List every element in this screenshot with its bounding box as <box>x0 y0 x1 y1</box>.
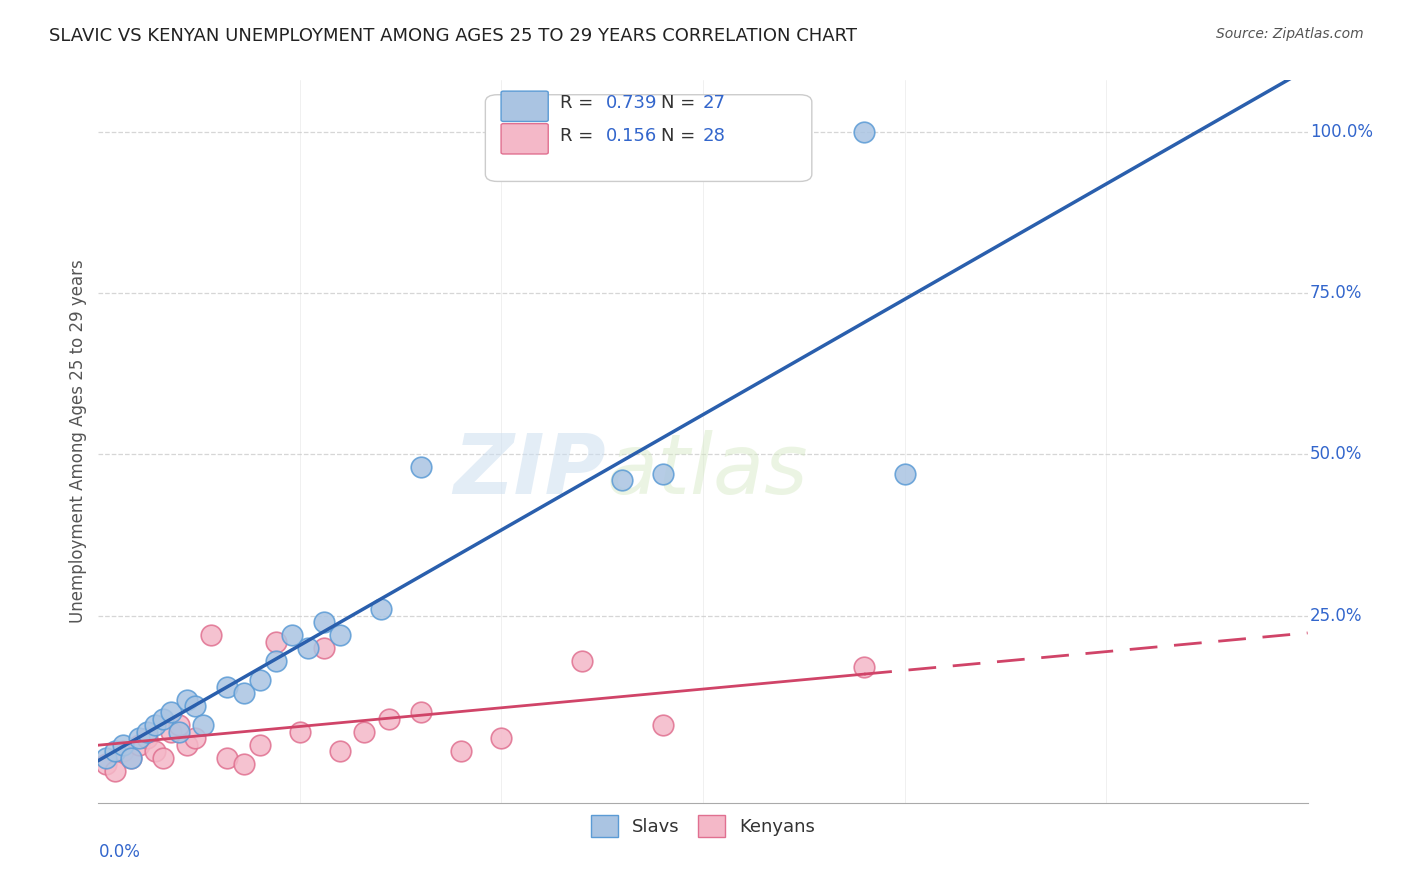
Point <box>329 628 352 642</box>
Point <box>450 744 472 758</box>
Point <box>232 757 254 772</box>
Text: Source: ZipAtlas.com: Source: ZipAtlas.com <box>1216 27 1364 41</box>
Point <box>176 692 198 706</box>
Point <box>353 724 375 739</box>
Point <box>314 640 336 655</box>
Text: SLAVIC VS KENYAN UNEMPLOYMENT AMONG AGES 25 TO 29 YEARS CORRELATION CHART: SLAVIC VS KENYAN UNEMPLOYMENT AMONG AGES… <box>49 27 858 45</box>
Point <box>249 673 271 688</box>
Point <box>128 738 150 752</box>
Text: R =: R = <box>561 95 593 112</box>
Point <box>571 654 593 668</box>
Point <box>167 718 190 732</box>
Point <box>200 628 222 642</box>
Point <box>377 712 399 726</box>
Point <box>853 125 876 139</box>
Point <box>232 686 254 700</box>
Point <box>143 744 166 758</box>
Point <box>135 724 157 739</box>
Point <box>103 764 125 778</box>
Text: atlas: atlas <box>606 430 808 511</box>
Text: 50.0%: 50.0% <box>1310 445 1362 464</box>
Text: 27: 27 <box>703 95 725 112</box>
Text: 100.0%: 100.0% <box>1310 123 1374 141</box>
FancyBboxPatch shape <box>501 124 548 154</box>
Point <box>893 467 915 481</box>
Point <box>96 750 118 764</box>
Point <box>184 731 207 746</box>
Point <box>152 750 174 764</box>
Point <box>264 634 287 648</box>
Point <box>160 724 183 739</box>
Text: 0.156: 0.156 <box>606 127 658 145</box>
Point <box>120 750 142 764</box>
Point <box>651 467 673 481</box>
Point <box>111 744 134 758</box>
Point <box>370 602 392 616</box>
Point <box>193 718 215 732</box>
Point <box>120 750 142 764</box>
Text: 75.0%: 75.0% <box>1310 285 1362 302</box>
Text: 28: 28 <box>703 127 725 145</box>
Point <box>281 628 304 642</box>
Point <box>329 744 352 758</box>
Point <box>152 712 174 726</box>
Legend: Slavs, Kenyans: Slavs, Kenyans <box>583 808 823 845</box>
Text: 0.0%: 0.0% <box>98 843 141 861</box>
Point <box>143 718 166 732</box>
Point <box>651 718 673 732</box>
Text: N =: N = <box>661 95 695 112</box>
Point <box>853 660 876 674</box>
Point <box>184 699 207 714</box>
Point <box>217 680 239 694</box>
Point <box>128 731 150 746</box>
Point <box>264 654 287 668</box>
Point <box>176 738 198 752</box>
Y-axis label: Unemployment Among Ages 25 to 29 years: Unemployment Among Ages 25 to 29 years <box>69 260 87 624</box>
Point <box>288 724 311 739</box>
Point <box>409 460 432 475</box>
Text: N =: N = <box>661 127 695 145</box>
Point <box>249 738 271 752</box>
Point <box>135 731 157 746</box>
Point <box>491 731 513 746</box>
Point <box>612 473 634 487</box>
Point <box>167 724 190 739</box>
Point <box>160 706 183 720</box>
Point <box>297 640 319 655</box>
FancyBboxPatch shape <box>485 95 811 181</box>
Point <box>111 738 134 752</box>
Text: ZIP: ZIP <box>454 430 606 511</box>
Text: 0.739: 0.739 <box>606 95 658 112</box>
Text: 25.0%: 25.0% <box>1310 607 1362 624</box>
FancyBboxPatch shape <box>501 91 548 121</box>
Point <box>409 706 432 720</box>
Point <box>96 757 118 772</box>
Point <box>314 615 336 630</box>
Text: R =: R = <box>561 127 593 145</box>
Point <box>217 750 239 764</box>
Point <box>103 744 125 758</box>
